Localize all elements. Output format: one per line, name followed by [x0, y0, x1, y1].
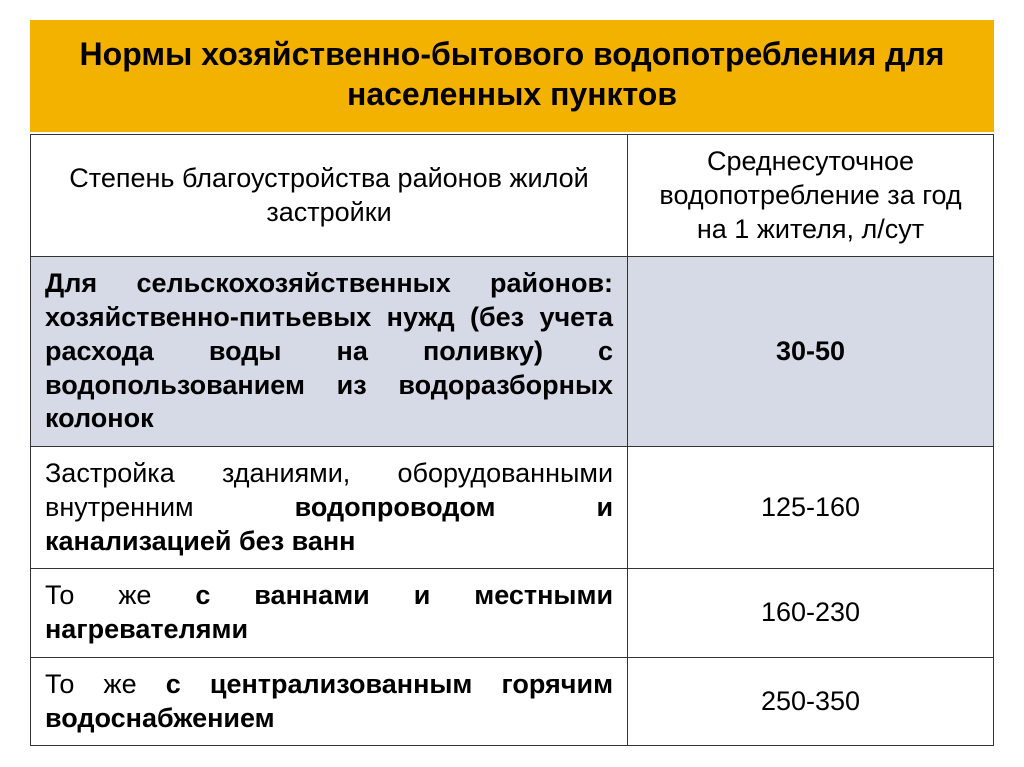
table-header-row: Степень благоустройства районов жилой за… — [31, 135, 994, 257]
table-row: Застройка зданиями, оборудованными внутр… — [31, 447, 994, 569]
row2-value: 125-160 — [628, 447, 994, 569]
row2-desc: Застройка зданиями, оборудованными внутр… — [31, 447, 628, 569]
table-row: То же с ваннами и местными нагревателями… — [31, 569, 994, 658]
row1-desc: Для сельскохозяйственных районов: хозяйс… — [31, 257, 628, 447]
table-row: То же с централизованным горячим водосна… — [31, 657, 994, 746]
table-row: Для сельскохозяйственных районов: хозяйс… — [31, 257, 994, 447]
row4-desc: То же с централизованным горячим водосна… — [31, 657, 628, 746]
row3-value: 160-230 — [628, 569, 994, 658]
title-bar: Нормы хозяйственно-бытового водопотребле… — [30, 20, 994, 132]
slide: Нормы хозяйственно-бытового водопотребле… — [0, 0, 1024, 767]
row1-value: 30-50 — [628, 257, 994, 447]
row3-desc: То же с ваннами и местными нагревателями — [31, 569, 628, 658]
header-col1: Степень благоустройства районов жилой за… — [31, 135, 628, 257]
norms-table: Степень благоустройства районов жилой за… — [30, 134, 994, 746]
slide-title: Нормы хозяйственно-бытового водопотребле… — [70, 34, 954, 114]
header-col2: Среднесуточное водопотребление за год на… — [628, 135, 994, 257]
row4-value: 250-350 — [628, 657, 994, 746]
